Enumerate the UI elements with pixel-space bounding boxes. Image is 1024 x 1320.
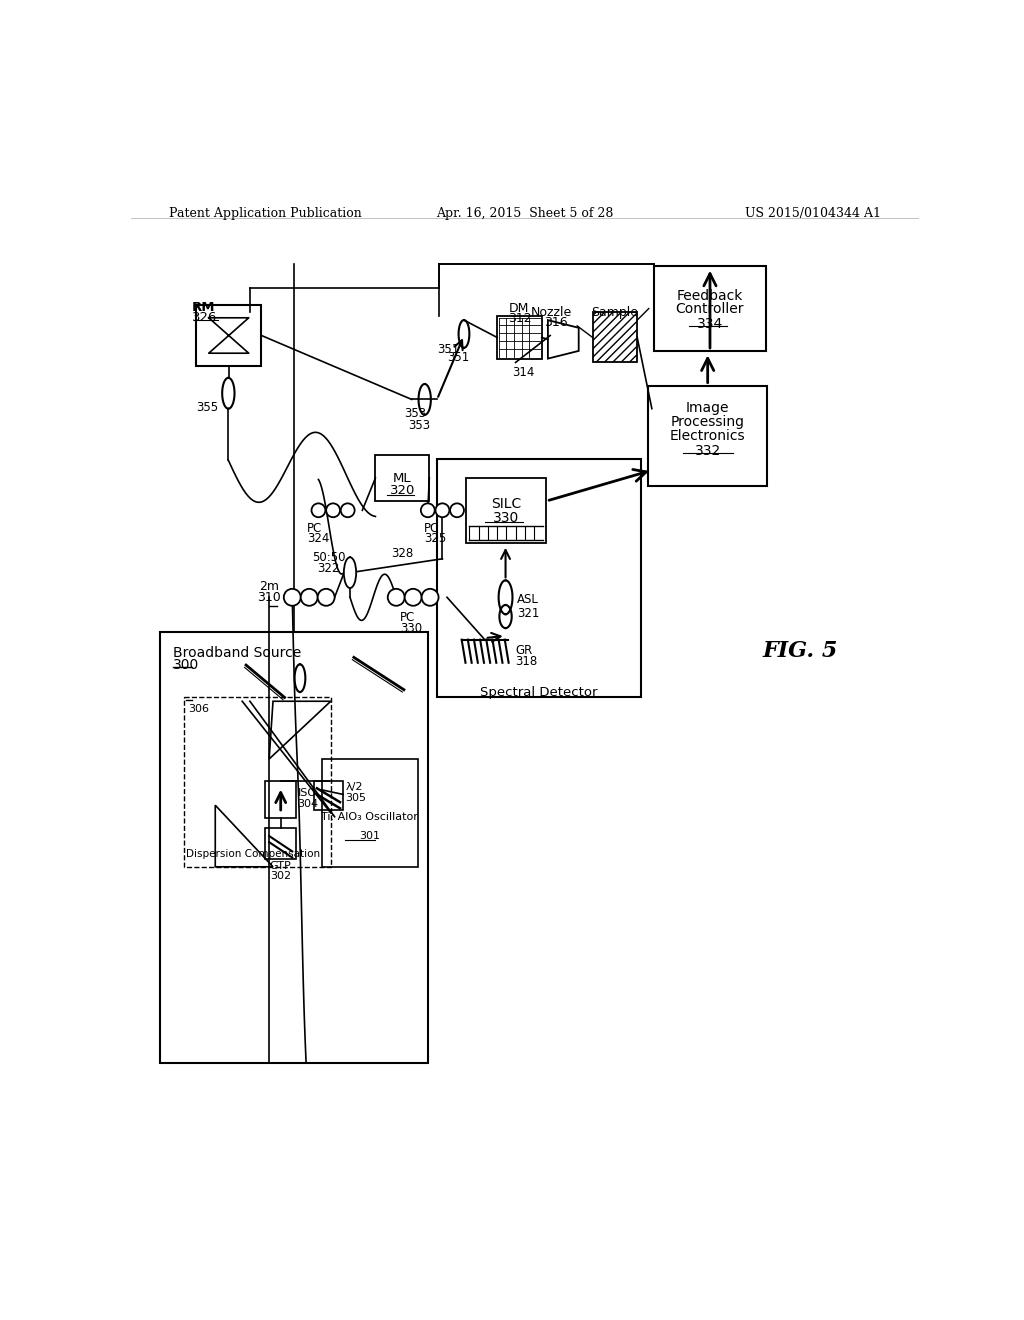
Text: 351: 351 — [436, 343, 459, 356]
Text: FIG. 5: FIG. 5 — [763, 640, 839, 663]
Text: Feedback: Feedback — [677, 289, 743, 304]
Bar — [648, 385, 767, 486]
Text: 330: 330 — [493, 511, 519, 525]
Text: 332: 332 — [694, 444, 721, 458]
Text: Sample: Sample — [592, 306, 638, 319]
Text: 300: 300 — [173, 659, 199, 672]
Text: 353: 353 — [409, 418, 430, 432]
Text: 324: 324 — [307, 532, 330, 545]
Text: PC: PC — [307, 521, 323, 535]
Text: PC: PC — [400, 611, 416, 624]
Text: GTP: GTP — [270, 862, 292, 871]
Text: Dispersion Compensation: Dispersion Compensation — [186, 849, 321, 859]
Text: 316: 316 — [544, 317, 567, 329]
Text: Electronics: Electronics — [670, 429, 745, 442]
Bar — [654, 267, 766, 351]
Text: 325: 325 — [424, 532, 446, 545]
Text: Spectral Detector: Spectral Detector — [480, 686, 598, 698]
Text: RM: RM — [193, 301, 216, 314]
Text: 321: 321 — [517, 607, 540, 619]
Text: 301: 301 — [359, 830, 380, 841]
Text: 351: 351 — [446, 351, 469, 364]
Circle shape — [421, 503, 435, 517]
Text: λ/2: λ/2 — [345, 781, 362, 792]
Text: Processing: Processing — [671, 414, 744, 429]
Text: Image: Image — [686, 401, 729, 414]
Text: 50:50: 50:50 — [311, 552, 345, 564]
Text: SILC: SILC — [490, 498, 521, 511]
Text: 320: 320 — [390, 484, 415, 498]
Bar — [196, 305, 261, 367]
Circle shape — [435, 503, 450, 517]
Text: 305: 305 — [345, 793, 367, 803]
Bar — [437, 459, 641, 697]
Text: Ti: AlO₃ Oscillator: Ti: AlO₃ Oscillator — [322, 812, 418, 822]
Text: ASL: ASL — [517, 594, 539, 606]
Text: Apr. 16, 2015  Sheet 5 of 28: Apr. 16, 2015 Sheet 5 of 28 — [436, 207, 613, 220]
Circle shape — [404, 589, 422, 606]
Bar — [322, 759, 418, 867]
Bar — [160, 632, 428, 1063]
Text: Broadband Source: Broadband Source — [173, 645, 301, 660]
Text: 312: 312 — [508, 313, 531, 326]
Text: 353: 353 — [404, 407, 427, 420]
Text: 328: 328 — [391, 548, 413, 560]
Text: 304: 304 — [298, 799, 318, 809]
Circle shape — [326, 503, 340, 517]
Text: 334: 334 — [697, 317, 723, 331]
Ellipse shape — [344, 557, 356, 589]
Text: 322: 322 — [317, 562, 340, 576]
Text: Controller: Controller — [676, 302, 744, 317]
Text: 318: 318 — [515, 655, 538, 668]
Circle shape — [341, 503, 354, 517]
Circle shape — [422, 589, 438, 606]
Text: ISO: ISO — [298, 788, 316, 799]
Circle shape — [311, 503, 326, 517]
Text: US 2015/0104344 A1: US 2015/0104344 A1 — [744, 207, 881, 220]
Text: ML: ML — [393, 471, 412, 484]
Text: Nozzle: Nozzle — [531, 306, 572, 319]
Bar — [376, 455, 429, 502]
Circle shape — [388, 589, 404, 606]
Text: 326: 326 — [193, 312, 217, 323]
Bar — [184, 697, 331, 867]
Circle shape — [451, 503, 464, 517]
Text: 330: 330 — [400, 622, 422, 635]
Circle shape — [301, 589, 317, 606]
Text: PC: PC — [424, 521, 439, 535]
Text: 355: 355 — [196, 401, 218, 414]
Text: 306: 306 — [188, 704, 209, 714]
Text: 302: 302 — [270, 871, 291, 882]
Text: 2m: 2m — [259, 581, 280, 594]
Text: 314: 314 — [512, 367, 535, 379]
Text: DM: DM — [509, 302, 529, 315]
Bar — [593, 313, 637, 363]
Text: Patent Application Publication: Patent Application Publication — [169, 207, 361, 220]
Bar — [497, 317, 542, 359]
Circle shape — [284, 589, 301, 606]
Bar — [265, 829, 296, 859]
Text: 310: 310 — [257, 591, 281, 605]
Bar — [265, 780, 296, 817]
Bar — [466, 478, 547, 544]
Text: GR: GR — [515, 644, 532, 656]
Bar — [313, 780, 343, 810]
Circle shape — [317, 589, 335, 606]
